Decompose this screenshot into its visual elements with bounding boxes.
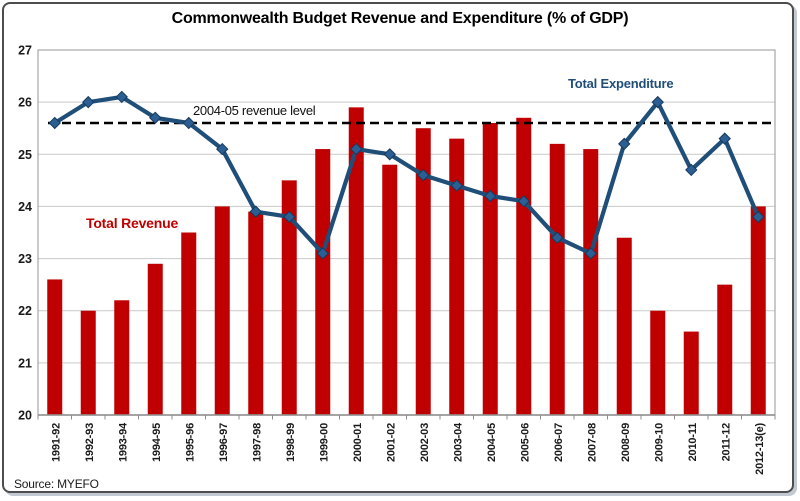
source-note: Source: MYEFO xyxy=(14,477,99,491)
revenue-bar xyxy=(616,237,632,415)
reference-line-label: 2004-05 revenue level xyxy=(193,103,316,118)
x-axis-labels: 1991-92 1992-93 1993-94 1994-95 1995-96 1996-… xyxy=(50,422,766,475)
x-tick-label: 1992-93 xyxy=(84,423,96,462)
x-tick-label: 2003-04 xyxy=(452,422,464,462)
revenue-bar xyxy=(114,300,130,415)
diamond-marker xyxy=(48,116,61,130)
diamond-marker xyxy=(417,168,430,182)
diamond-marker xyxy=(383,148,396,161)
revenue-series-label: Total Revenue xyxy=(86,215,179,231)
revenue-bar xyxy=(415,128,431,415)
expenditure-series-label: Total Expenditure xyxy=(568,76,674,91)
diamond-marker xyxy=(718,132,731,145)
x-tick-label: 1994-95 xyxy=(151,423,163,462)
diamond-marker xyxy=(149,111,162,124)
x-tick-label: 1996-97 xyxy=(218,423,230,462)
diamond-marker xyxy=(685,163,698,177)
x-tick-label: 2006-07 xyxy=(553,423,565,462)
revenue-bar xyxy=(650,310,666,415)
x-tick-label: 2002-03 xyxy=(419,423,431,462)
revenue-bar xyxy=(281,180,297,415)
diamond-marker xyxy=(517,195,530,208)
x-tick-label: 1997-98 xyxy=(251,423,263,462)
revenue-bar xyxy=(47,279,63,415)
y-axis-labels: 20 21 22 23 24 25 26 27 xyxy=(18,44,32,423)
y-tick-label: 27 xyxy=(18,44,32,58)
y-tick-label: 22 xyxy=(18,304,32,318)
diamond-marker xyxy=(115,90,128,104)
x-tick-label: 1995-96 xyxy=(184,423,196,462)
revenue-bar xyxy=(80,310,96,415)
x-tick-label: 1998-99 xyxy=(285,423,297,462)
axis-ticks xyxy=(37,415,776,420)
revenue-bar xyxy=(214,206,230,415)
diamond-marker xyxy=(752,210,765,224)
y-tick-label: 24 xyxy=(18,200,32,214)
revenue-bar xyxy=(348,107,364,415)
x-tick-label: 2001-02 xyxy=(385,423,397,462)
x-tick-label: 2009-10 xyxy=(653,423,665,462)
diamond-marker xyxy=(618,137,631,151)
diamond-marker xyxy=(484,189,497,203)
x-tick-label: 2005-06 xyxy=(519,423,531,462)
revenue-bar xyxy=(315,149,331,415)
revenue-bar xyxy=(583,149,599,415)
x-tick-label: 2004-05 xyxy=(486,423,498,462)
x-tick-label: 2011-12 xyxy=(720,423,732,461)
y-tick-label: 26 xyxy=(18,96,32,110)
expenditure-line xyxy=(52,94,761,256)
revenue-bar xyxy=(147,263,163,415)
diamond-marker xyxy=(82,95,95,109)
y-tick-label: 21 xyxy=(18,356,32,370)
x-tick-label: 1999-00 xyxy=(318,423,330,462)
revenue-bar xyxy=(248,211,264,415)
revenue-bar xyxy=(683,331,699,415)
revenue-bar xyxy=(181,232,197,415)
y-tick-label: 25 xyxy=(18,148,32,162)
x-tick-label: 2010-11 xyxy=(687,423,699,461)
revenue-bar xyxy=(516,117,532,415)
chart-title: Commonwealth Budget Revenue and Expendit… xyxy=(171,10,629,27)
x-tick-label: 2012-13(e) xyxy=(754,422,766,474)
revenue-bars xyxy=(47,107,766,415)
diamond-marker xyxy=(316,247,329,260)
diamond-marker xyxy=(584,247,597,260)
diamond-marker xyxy=(249,205,262,218)
x-tick-label: 2008-09 xyxy=(620,423,632,462)
diamond-marker xyxy=(350,142,363,156)
x-tick-label: 2007-08 xyxy=(586,423,598,462)
diamond-marker xyxy=(450,179,463,192)
revenue-bar xyxy=(717,284,733,415)
revenue-bar xyxy=(449,138,465,415)
revenue-bar xyxy=(382,164,398,415)
diamond-marker xyxy=(216,142,229,156)
y-tick-label: 20 xyxy=(18,409,32,423)
diamond-marker xyxy=(551,231,564,244)
expenditure-markers xyxy=(48,90,765,260)
x-tick-label: 1991-92 xyxy=(50,423,62,462)
revenue-bar xyxy=(750,206,766,415)
diamond-marker xyxy=(283,210,296,224)
y-tick-label: 23 xyxy=(18,252,32,266)
x-tick-label: 2000-01 xyxy=(352,423,364,462)
revenue-bar xyxy=(549,143,565,415)
x-tick-label: 1993-94 xyxy=(117,422,129,462)
diamond-marker xyxy=(651,95,664,109)
diamond-marker xyxy=(182,116,195,130)
revenue-bar xyxy=(482,123,498,415)
